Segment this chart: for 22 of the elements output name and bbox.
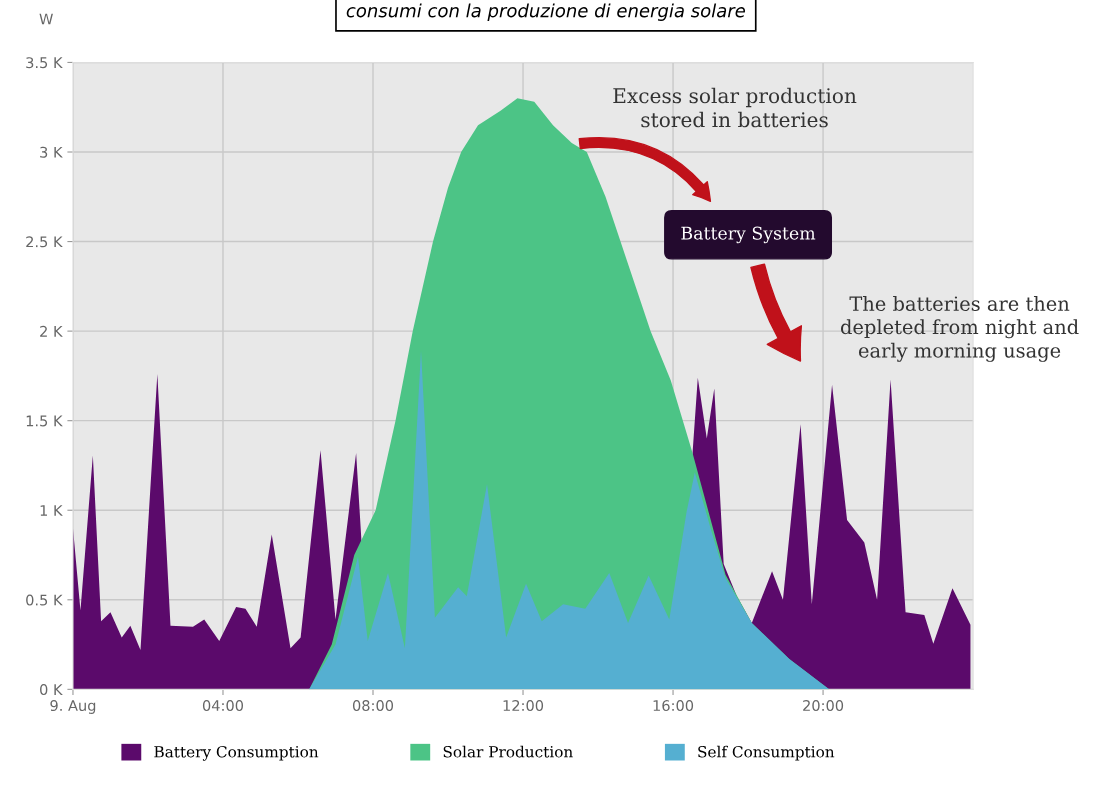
annotation: Excess solar production stored in batteries bbox=[613, 87, 857, 128]
legend-label: Battery Consumption bbox=[154, 745, 319, 761]
legend-label: Self Consumption bbox=[698, 745, 835, 761]
x-tick-label: 04:00 bbox=[202, 700, 244, 712]
y-tick-label: 1 K bbox=[40, 505, 63, 516]
x-tick-label: 16:00 bbox=[653, 700, 694, 712]
chart-title: consumi con la produzione di energia solare bbox=[346, 3, 746, 21]
y-tick-label: 1.5 K bbox=[26, 415, 63, 427]
y-tick-label: 3 K bbox=[40, 146, 63, 158]
x-tick-label: 9. Aug bbox=[50, 700, 96, 714]
legend-label: Solar Production bbox=[443, 745, 573, 758]
y-tick-label: 2 K bbox=[40, 325, 63, 337]
x-tick-label: 12:00 bbox=[503, 700, 544, 712]
y-tick-label: 2.5 K bbox=[26, 236, 63, 248]
x-tick-label: 20:00 bbox=[803, 700, 844, 712]
y-tick-label: 0.5 K bbox=[26, 594, 63, 606]
y-tick-label: 3.5 K bbox=[26, 57, 63, 69]
y-axis-title: W bbox=[39, 13, 53, 25]
annotation: Battery System bbox=[681, 226, 816, 244]
y-tick-label: 0 K bbox=[40, 684, 63, 696]
annotation: The batteries are then depleted from night and early morning usage bbox=[840, 295, 1079, 362]
x-tick-label: 08:00 bbox=[352, 700, 394, 712]
